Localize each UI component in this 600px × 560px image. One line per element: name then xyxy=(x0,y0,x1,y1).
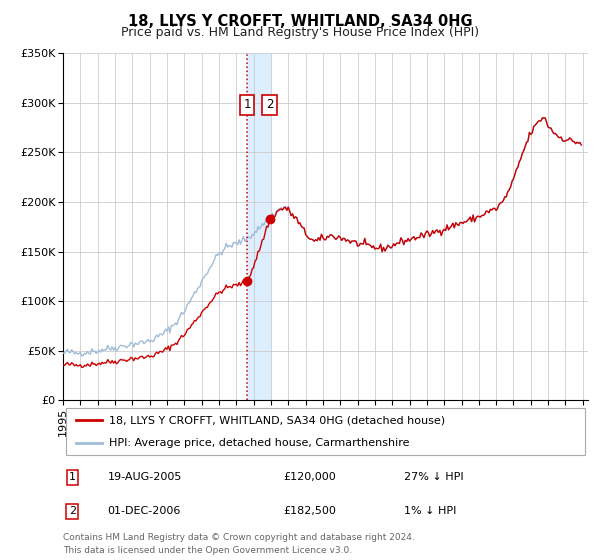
Text: HPI: Average price, detached house, Carmarthenshire: HPI: Average price, detached house, Carm… xyxy=(109,438,410,448)
Text: 1: 1 xyxy=(69,472,76,482)
Text: 1: 1 xyxy=(244,99,251,111)
Text: 18, LLYS Y CROFFT, WHITLAND, SA34 0HG: 18, LLYS Y CROFFT, WHITLAND, SA34 0HG xyxy=(128,14,472,29)
Text: 2: 2 xyxy=(69,506,76,516)
Text: 2: 2 xyxy=(266,99,273,111)
Bar xyxy=(247,53,269,400)
Text: 18, LLYS Y CROFFT, WHITLAND, SA34 0HG (detached house): 18, LLYS Y CROFFT, WHITLAND, SA34 0HG (d… xyxy=(109,416,445,426)
Text: £182,500: £182,500 xyxy=(284,506,337,516)
Text: Contains HM Land Registry data © Crown copyright and database right 2024.
This d: Contains HM Land Registry data © Crown c… xyxy=(63,533,415,554)
Text: 19-AUG-2005: 19-AUG-2005 xyxy=(107,472,182,482)
Text: 1% ↓ HPI: 1% ↓ HPI xyxy=(404,506,457,516)
Text: 01-DEC-2006: 01-DEC-2006 xyxy=(107,506,181,516)
Text: Price paid vs. HM Land Registry's House Price Index (HPI): Price paid vs. HM Land Registry's House … xyxy=(121,26,479,39)
Text: £120,000: £120,000 xyxy=(284,472,336,482)
FancyBboxPatch shape xyxy=(65,408,586,455)
Text: 27% ↓ HPI: 27% ↓ HPI xyxy=(404,472,464,482)
